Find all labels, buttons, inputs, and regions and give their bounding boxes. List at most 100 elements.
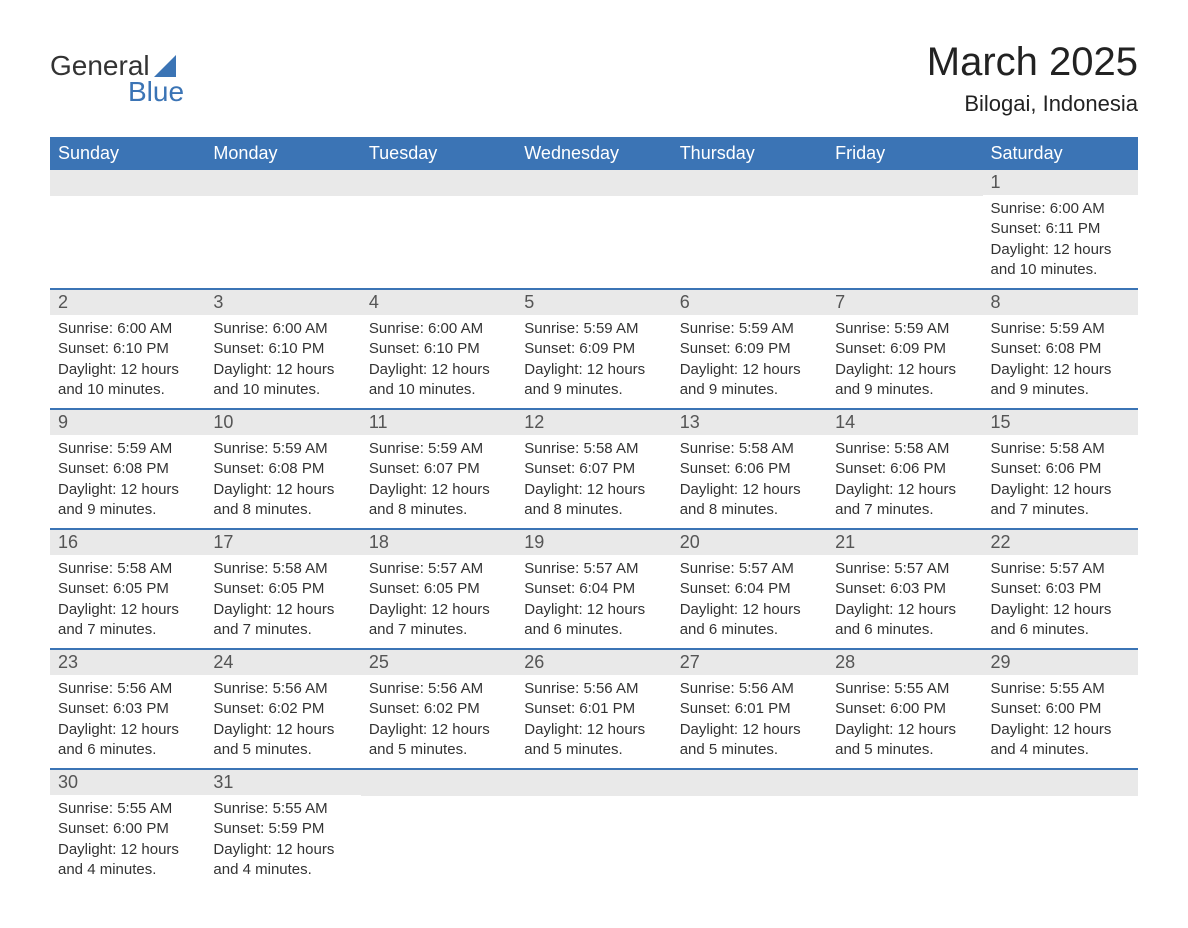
title-block: March 2025 Bilogai, Indonesia <box>927 40 1138 117</box>
calendar-week-row: 23Sunrise: 5:56 AMSunset: 6:03 PMDayligh… <box>50 649 1138 769</box>
calendar-cell: 24Sunrise: 5:56 AMSunset: 6:02 PMDayligh… <box>205 649 360 769</box>
calendar-cell: 23Sunrise: 5:56 AMSunset: 6:03 PMDayligh… <box>50 649 205 769</box>
sunrise-text: Sunrise: 5:59 AM <box>369 439 508 459</box>
calendar-cell <box>672 769 827 888</box>
day-body-empty <box>672 796 827 866</box>
sunset-text: Sunset: 6:10 PM <box>369 339 508 359</box>
calendar-cell: 16Sunrise: 5:58 AMSunset: 6:05 PMDayligh… <box>50 529 205 649</box>
brand-word2: Blue <box>128 76 184 108</box>
sunset-text: Sunset: 6:01 PM <box>524 699 663 719</box>
day-body: Sunrise: 5:59 AMSunset: 6:09 PMDaylight:… <box>672 315 827 408</box>
day-number: 20 <box>672 530 827 555</box>
day-body: Sunrise: 5:56 AMSunset: 6:02 PMDaylight:… <box>205 675 360 768</box>
calendar-cell: 9Sunrise: 5:59 AMSunset: 6:08 PMDaylight… <box>50 409 205 529</box>
sunrise-text: Sunrise: 5:59 AM <box>680 319 819 339</box>
day-body: Sunrise: 5:58 AMSunset: 6:06 PMDaylight:… <box>983 435 1138 528</box>
daylight-text: Daylight: 12 hours and 5 minutes. <box>524 720 663 761</box>
sunrise-text: Sunrise: 5:56 AM <box>680 679 819 699</box>
sunset-text: Sunset: 6:00 PM <box>835 699 974 719</box>
day-body-empty <box>827 796 982 866</box>
daylight-text: Daylight: 12 hours and 5 minutes. <box>680 720 819 761</box>
day-number: 9 <box>50 410 205 435</box>
day-number-empty <box>361 770 516 796</box>
day-number: 19 <box>516 530 671 555</box>
sunrise-text: Sunrise: 5:58 AM <box>835 439 974 459</box>
calendar-cell: 6Sunrise: 5:59 AMSunset: 6:09 PMDaylight… <box>672 289 827 409</box>
day-body: Sunrise: 5:58 AMSunset: 6:05 PMDaylight:… <box>205 555 360 648</box>
sunrise-text: Sunrise: 6:00 AM <box>58 319 197 339</box>
day-number-empty <box>516 170 671 196</box>
day-number: 30 <box>50 770 205 795</box>
calendar-cell: 26Sunrise: 5:56 AMSunset: 6:01 PMDayligh… <box>516 649 671 769</box>
daylight-text: Daylight: 12 hours and 8 minutes. <box>369 480 508 521</box>
calendar-cell: 10Sunrise: 5:59 AMSunset: 6:08 PMDayligh… <box>205 409 360 529</box>
calendar-cell: 4Sunrise: 6:00 AMSunset: 6:10 PMDaylight… <box>361 289 516 409</box>
daylight-text: Daylight: 12 hours and 9 minutes. <box>58 480 197 521</box>
calendar-week-row: 16Sunrise: 5:58 AMSunset: 6:05 PMDayligh… <box>50 529 1138 649</box>
day-body: Sunrise: 5:58 AMSunset: 6:06 PMDaylight:… <box>672 435 827 528</box>
day-body: Sunrise: 5:59 AMSunset: 6:07 PMDaylight:… <box>361 435 516 528</box>
day-body: Sunrise: 6:00 AMSunset: 6:11 PMDaylight:… <box>983 195 1138 288</box>
calendar-cell: 12Sunrise: 5:58 AMSunset: 6:07 PMDayligh… <box>516 409 671 529</box>
sunset-text: Sunset: 6:08 PM <box>58 459 197 479</box>
day-number-empty <box>983 770 1138 796</box>
sunset-text: Sunset: 6:04 PM <box>680 579 819 599</box>
sunrise-text: Sunrise: 5:56 AM <box>58 679 197 699</box>
calendar-cell <box>672 170 827 289</box>
daylight-text: Daylight: 12 hours and 5 minutes. <box>369 720 508 761</box>
calendar-cell <box>205 170 360 289</box>
day-number: 6 <box>672 290 827 315</box>
calendar-week-row: 9Sunrise: 5:59 AMSunset: 6:08 PMDaylight… <box>50 409 1138 529</box>
day-body-empty <box>983 796 1138 866</box>
day-number: 22 <box>983 530 1138 555</box>
day-body: Sunrise: 5:59 AMSunset: 6:08 PMDaylight:… <box>983 315 1138 408</box>
daylight-text: Daylight: 12 hours and 9 minutes. <box>680 360 819 401</box>
day-body: Sunrise: 6:00 AMSunset: 6:10 PMDaylight:… <box>205 315 360 408</box>
calendar-cell <box>516 170 671 289</box>
day-number: 8 <box>983 290 1138 315</box>
daylight-text: Daylight: 12 hours and 8 minutes. <box>680 480 819 521</box>
weekday-header: Tuesday <box>361 137 516 170</box>
daylight-text: Daylight: 12 hours and 5 minutes. <box>835 720 974 761</box>
day-number-empty <box>827 770 982 796</box>
sunrise-text: Sunrise: 5:59 AM <box>58 439 197 459</box>
day-number: 16 <box>50 530 205 555</box>
calendar-cell: 1Sunrise: 6:00 AMSunset: 6:11 PMDaylight… <box>983 170 1138 289</box>
day-number: 4 <box>361 290 516 315</box>
calendar-cell <box>361 769 516 888</box>
sunset-text: Sunset: 6:00 PM <box>58 819 197 839</box>
daylight-text: Daylight: 12 hours and 6 minutes. <box>991 600 1130 641</box>
weekday-header-row: Sunday Monday Tuesday Wednesday Thursday… <box>50 137 1138 170</box>
calendar-cell: 31Sunrise: 5:55 AMSunset: 5:59 PMDayligh… <box>205 769 360 888</box>
sunrise-text: Sunrise: 5:58 AM <box>524 439 663 459</box>
sunset-text: Sunset: 6:08 PM <box>991 339 1130 359</box>
calendar-cell: 14Sunrise: 5:58 AMSunset: 6:06 PMDayligh… <box>827 409 982 529</box>
calendar-cell: 29Sunrise: 5:55 AMSunset: 6:00 PMDayligh… <box>983 649 1138 769</box>
day-body: Sunrise: 5:55 AMSunset: 6:00 PMDaylight:… <box>983 675 1138 768</box>
daylight-text: Daylight: 12 hours and 9 minutes. <box>524 360 663 401</box>
day-number: 27 <box>672 650 827 675</box>
sunrise-text: Sunrise: 5:56 AM <box>369 679 508 699</box>
day-body-empty <box>50 196 205 266</box>
calendar-cell <box>983 769 1138 888</box>
calendar-cell: 15Sunrise: 5:58 AMSunset: 6:06 PMDayligh… <box>983 409 1138 529</box>
day-number: 10 <box>205 410 360 435</box>
sunrise-text: Sunrise: 5:59 AM <box>835 319 974 339</box>
sunrise-text: Sunrise: 5:59 AM <box>213 439 352 459</box>
day-body: Sunrise: 5:59 AMSunset: 6:08 PMDaylight:… <box>50 435 205 528</box>
sunset-text: Sunset: 6:09 PM <box>680 339 819 359</box>
day-body: Sunrise: 5:57 AMSunset: 6:04 PMDaylight:… <box>672 555 827 648</box>
day-number-empty <box>516 770 671 796</box>
daylight-text: Daylight: 12 hours and 10 minutes. <box>213 360 352 401</box>
calendar-cell: 18Sunrise: 5:57 AMSunset: 6:05 PMDayligh… <box>361 529 516 649</box>
sunrise-text: Sunrise: 6:00 AM <box>369 319 508 339</box>
day-number: 1 <box>983 170 1138 195</box>
sunset-text: Sunset: 6:06 PM <box>991 459 1130 479</box>
day-body-empty <box>361 196 516 266</box>
calendar-table: Sunday Monday Tuesday Wednesday Thursday… <box>50 137 1138 888</box>
day-body: Sunrise: 5:57 AMSunset: 6:03 PMDaylight:… <box>827 555 982 648</box>
daylight-text: Daylight: 12 hours and 8 minutes. <box>524 480 663 521</box>
day-number: 23 <box>50 650 205 675</box>
sunrise-text: Sunrise: 5:55 AM <box>991 679 1130 699</box>
weekday-header: Monday <box>205 137 360 170</box>
